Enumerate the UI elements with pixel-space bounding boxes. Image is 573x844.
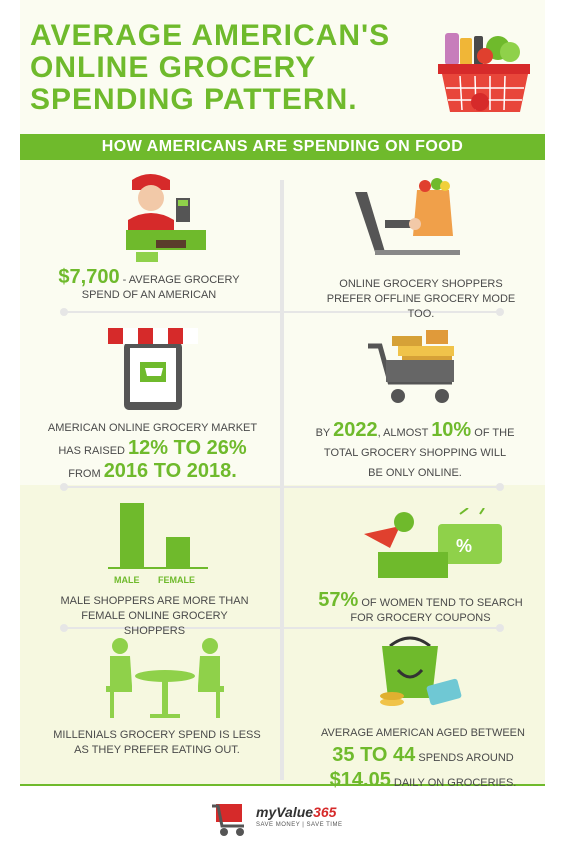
- online-future-percent: 10%: [431, 419, 472, 441]
- market-growth-line3: FROM 2016 TO 2018.: [40, 461, 265, 484]
- title-line-3: SPENDING PATTERN.: [30, 83, 358, 116]
- subtitle-bar: HOW AMERICANS ARE SPENDING ON FOOD: [20, 134, 545, 160]
- logo-tagline: SAVE MONEY | SAVE TIME: [256, 822, 343, 828]
- online-future-line2: TOTAL GROCERY SHOPPING WILL: [323, 447, 507, 459]
- divider-dot: [496, 624, 504, 632]
- online-future-mid: , ALMOST: [377, 427, 432, 439]
- divider-dot: [496, 308, 504, 316]
- svg-text:%: %: [456, 536, 472, 556]
- male-label: MALE: [114, 575, 140, 585]
- divider-1: [64, 311, 500, 313]
- fact-daily-spend: AVERAGE AMERICAN AGED BETWEEN 35 TO 44 S…: [308, 722, 538, 794]
- divider-dot: [60, 308, 68, 316]
- logo-wordmark: myValue365: [256, 804, 336, 820]
- market-growth-percent: 12% TO 26%: [128, 437, 247, 459]
- chart-baseline: [108, 567, 208, 569]
- divider-dot: [496, 483, 504, 491]
- fact-millennials: MILLENIALS GROCERY SPEND IS LESS AS THEY…: [53, 729, 261, 756]
- daily-spend-amount: $14.05: [329, 769, 391, 791]
- women-coupons-percent: 57%: [318, 589, 359, 611]
- fact-market-growth: AMERICAN ONLINE GROCERY MARKET HAS RAISE…: [40, 418, 265, 484]
- divider-dot: [60, 624, 68, 632]
- online-future-line1: BY 2022, ALMOST 10% OF THE: [300, 420, 530, 443]
- online-future-pre: BY: [315, 427, 334, 439]
- daily-spend-line2: 35 TO 44 SPENDS AROUND: [308, 744, 538, 769]
- daily-spend-age: 35 TO 44: [332, 744, 416, 766]
- online-future-year: 2022: [333, 419, 378, 441]
- timeline-vertical: [280, 180, 284, 780]
- online-future-line3: BE ONLY ONLINE.: [368, 467, 462, 479]
- divider-2: [64, 486, 500, 488]
- dining-people-icon: [106, 638, 224, 718]
- divider-3: [64, 627, 500, 629]
- market-growth-years: 2016 TO 2018.: [103, 460, 237, 482]
- laptop-shopping-bag-icon: [355, 178, 460, 255]
- online-store-tablet-icon: [108, 328, 198, 410]
- daily-spend-post: DAILY ON GROCERIES.: [390, 777, 517, 789]
- logo-cart-icon: [212, 804, 244, 836]
- grocery-basket-icon: [438, 33, 530, 112]
- fact-online-future: BY 2022, ALMOST 10% OF THE TOTAL GROCERY…: [300, 420, 530, 483]
- logo-number: 365: [313, 804, 337, 820]
- gender-bar-chart: MALE FEMALE: [108, 500, 218, 585]
- fact-gender-shoppers: MALE SHOPPERS ARE MORE THAN FEMALE ONLIN…: [60, 595, 249, 637]
- market-growth-pre: HAS RAISED: [58, 445, 129, 457]
- male-bar: [120, 503, 144, 567]
- daily-spend-line1: AVERAGE AMERICAN AGED BETWEEN: [321, 727, 525, 739]
- coupon-icon: %: [364, 508, 502, 578]
- market-growth-pre2: FROM: [68, 468, 104, 480]
- divider-dot: [60, 483, 68, 491]
- average-spend-value: $7,700: [58, 266, 120, 288]
- market-growth-line2: HAS RAISED 12% TO 26%: [40, 438, 265, 461]
- logo-brand: myValue: [256, 804, 314, 820]
- cashier-icon: [126, 174, 206, 262]
- title-line-2: ONLINE GROCERY: [30, 51, 317, 84]
- online-future-post: OF THE: [471, 427, 515, 439]
- brand-logo[interactable]: myValue365 SAVE MONEY | SAVE TIME: [210, 800, 380, 840]
- infographic: AVERAGE AMERICAN'S ONLINE GROCERY SPENDI…: [20, 0, 545, 844]
- market-growth-line1: AMERICAN ONLINE GROCERY MARKET: [47, 422, 258, 434]
- shopping-cart-icon: [368, 330, 454, 403]
- fact-average-spend: $7,700 - AVERAGE GROCERY SPEND OF AN AME…: [44, 267, 254, 303]
- female-label: FEMALE: [158, 575, 195, 585]
- daily-spend-line3: $14.05 DAILY ON GROCERIES.: [308, 769, 538, 794]
- title-line-1: AVERAGE AMERICAN'S: [30, 19, 391, 52]
- women-coupons-text: OF WOMEN TEND TO SEARCH FOR GROCERY COUP…: [350, 597, 523, 624]
- bottom-rule: [20, 784, 545, 786]
- average-spend-text: - AVERAGE GROCERY SPEND OF AN AMERICAN: [81, 274, 240, 301]
- fact-women-coupons: 57% OF WOMEN TEND TO SEARCH FOR GROCERY …: [308, 590, 533, 626]
- page-title: AVERAGE AMERICAN'S ONLINE GROCERY SPENDI…: [30, 20, 430, 116]
- fact-offline-preference: ONLINE GROCERY SHOPPERS PREFER OFFLINE G…: [326, 278, 516, 320]
- daily-spend-mid: SPENDS AROUND: [415, 752, 514, 764]
- female-bar: [166, 537, 190, 567]
- shopping-bag-card-icon: [380, 636, 462, 706]
